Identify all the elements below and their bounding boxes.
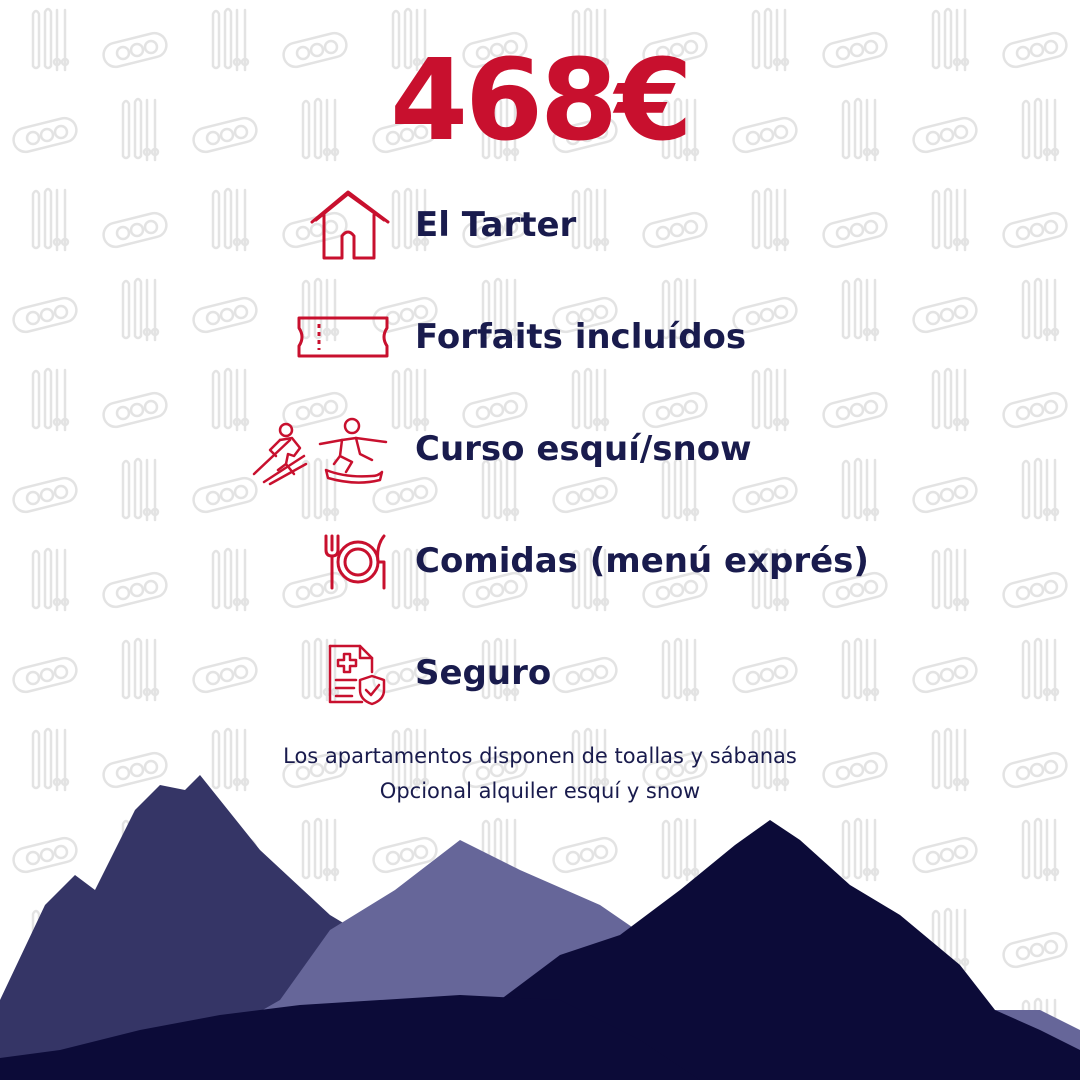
skier-icon xyxy=(252,422,308,486)
feature-label-meals: Comidas (menú exprés) xyxy=(415,541,869,581)
feature-label-passes: Forfaits incluídos xyxy=(415,317,747,357)
feature-label-course: Curso esquí/snow xyxy=(415,429,752,469)
feature-label-insurance: Seguro xyxy=(415,653,552,693)
mountain-foreground xyxy=(0,995,700,1080)
house-icon xyxy=(310,190,390,260)
snowboarder-icon xyxy=(318,417,388,484)
feature-insurance: Seguro xyxy=(0,628,1080,718)
ticket-icon xyxy=(297,316,389,358)
fork-plate-knife-icon xyxy=(324,534,386,590)
insurance-document-icon xyxy=(328,644,386,706)
price: 468€ xyxy=(390,36,693,166)
feature-location: El Tarter xyxy=(0,180,1080,270)
feature-meals: Comidas (menú exprés) xyxy=(0,516,1080,606)
note-towels: Los apartamentos disponen de toallas y s… xyxy=(283,744,797,768)
feature-course: Curso esquí/snow xyxy=(0,404,1080,494)
feature-label-location: El Tarter xyxy=(415,205,577,245)
feature-passes: Forfaits incluídos xyxy=(0,292,1080,382)
note-rental: Opcional alquiler esquí y snow xyxy=(379,779,701,803)
